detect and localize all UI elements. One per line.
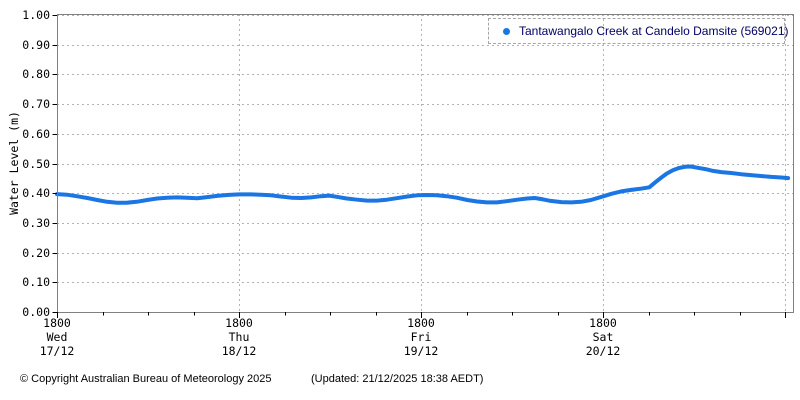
x-tick-label: 17/12 xyxy=(40,344,75,358)
y-tick-label: 0.30 xyxy=(22,216,50,230)
legend-label: Tantawangalo Creek at Candelo Damsite (5… xyxy=(519,24,789,38)
legend: Tantawangalo Creek at Candelo Damsite (5… xyxy=(488,18,789,44)
x-tick-label: 1800 xyxy=(407,316,435,330)
y-tick-label: 0.40 xyxy=(22,186,50,200)
plot-border xyxy=(57,14,794,313)
x-tick-label: Thu xyxy=(229,330,250,344)
y-axis-title-text: Water Level (m) xyxy=(7,111,21,215)
y-tick-label: 0.10 xyxy=(22,275,50,289)
y-tick-label: 0.20 xyxy=(22,246,50,260)
y-tick-label: 0.00 xyxy=(22,305,50,319)
updated-text: (Updated: 21/12/2025 18:38 AEDT) xyxy=(311,373,484,385)
x-tick-label: Wed xyxy=(47,330,68,344)
x-tick-label: Fri xyxy=(411,330,432,344)
series-line xyxy=(55,164,791,205)
y-tick-label: 0.90 xyxy=(22,38,50,52)
x-tick-label: 19/12 xyxy=(404,344,439,358)
x-tick-label: 20/12 xyxy=(586,344,621,358)
y-tick-label: 0.60 xyxy=(22,127,50,141)
x-tick-label: 1800 xyxy=(589,316,617,330)
copyright-text: © Copyright Australian Bureau of Meteoro… xyxy=(20,373,272,385)
y-tick-label: 0.50 xyxy=(22,157,50,171)
y-tick-label: 1.00 xyxy=(22,8,50,22)
y-tick-label: 0.80 xyxy=(22,67,50,81)
x-tick-label: 1800 xyxy=(225,316,253,330)
x-tick-label: 18/12 xyxy=(222,344,257,358)
x-tick-label: Sat xyxy=(593,330,614,344)
x-tick-label: 1800 xyxy=(43,316,71,330)
legend-marker-icon xyxy=(503,27,510,35)
y-tick-label: 0.70 xyxy=(22,97,50,111)
